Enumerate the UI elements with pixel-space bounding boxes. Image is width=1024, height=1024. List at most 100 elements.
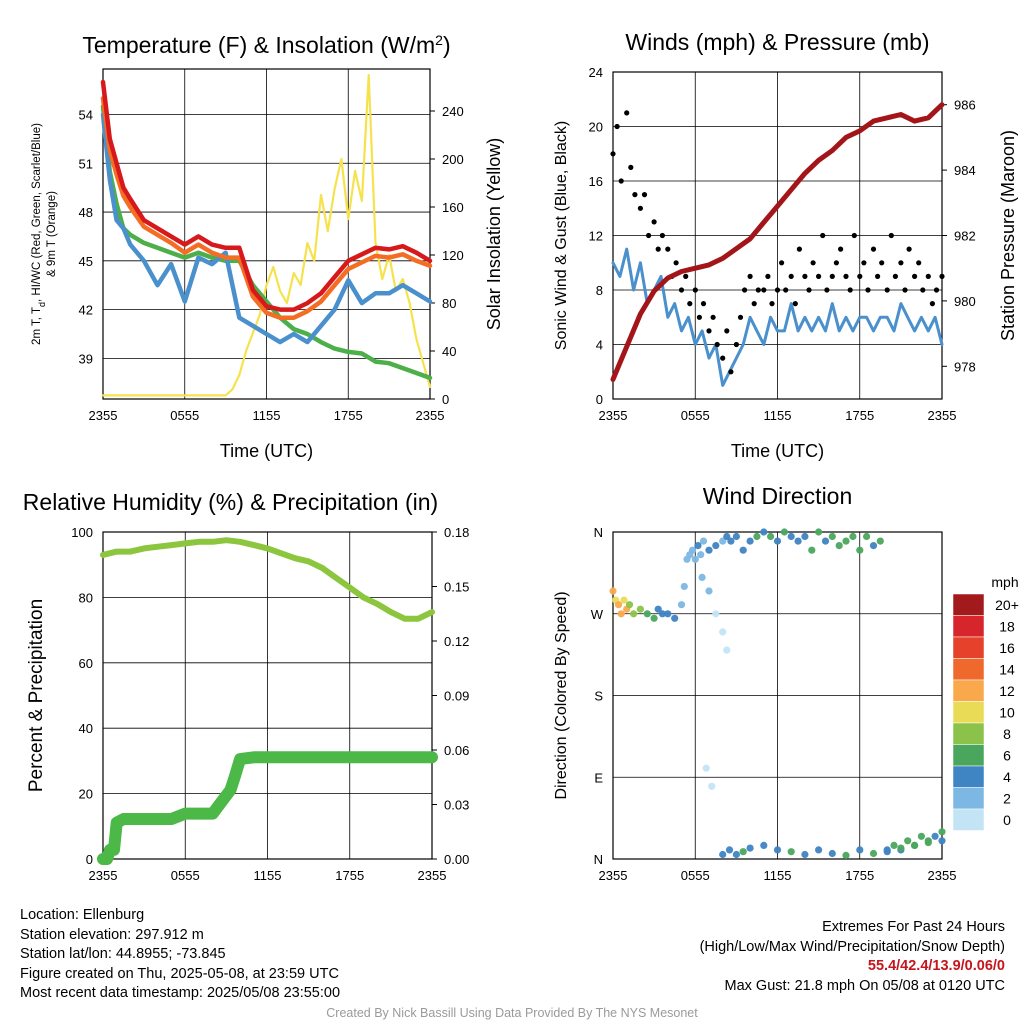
gust-point (755, 287, 761, 293)
gust-point (720, 355, 726, 361)
gust-point (861, 260, 867, 266)
direction-point (719, 537, 727, 545)
gust-point (651, 219, 657, 225)
direction-point (705, 587, 713, 595)
gust-point (678, 287, 685, 293)
direction-point (787, 532, 795, 541)
x-tick-label: 0555 (681, 408, 710, 423)
y-axis-label-line2: & 9m T (Orange) (46, 191, 58, 277)
chart-title: Wind Direction (703, 483, 853, 509)
x-tick-label: 1155 (253, 408, 281, 423)
gust-point (751, 301, 757, 307)
legend-swatch (952, 808, 985, 831)
y-tick-label: 60 (79, 656, 93, 671)
direction-point (698, 573, 706, 582)
y-axis-label: Percent & Precipitation (26, 599, 47, 792)
x-tick-label: 1155 (764, 868, 792, 883)
y-axis-label: 2m T, Td, HI/WC (Red, Green, Scarlet/Blu… (31, 123, 47, 345)
gust-point (665, 246, 671, 252)
legend-label: 14 (999, 661, 1015, 677)
y-tick-label: 0 (86, 852, 93, 867)
station-location: Location: Ellenburg (20, 907, 145, 923)
x-tick-label: 2355 (416, 408, 445, 423)
x-tick-label: 0555 (171, 868, 200, 883)
direction-point (650, 614, 658, 622)
max-gust: Max Gust: 21.8 mph On 05/08 at 0120 UTC (724, 977, 1005, 994)
x-tick-label: 0555 (170, 408, 199, 423)
gust-point (925, 273, 931, 279)
series-line (100, 96, 433, 320)
direction-point (708, 782, 716, 790)
direction-point (723, 532, 731, 541)
y-tick-label: 48 (79, 205, 93, 220)
y-tick-label: 12 (589, 229, 603, 244)
direction-point (617, 610, 625, 618)
gust-point (714, 341, 720, 348)
direction-point (842, 537, 850, 545)
y2-tick-label: 0.12 (444, 634, 469, 649)
gust-point (737, 314, 744, 320)
direction-point (719, 850, 727, 859)
direction-point (614, 601, 623, 609)
y-axis-label: Direction (Colored By Speed) (553, 591, 570, 799)
gust-point (824, 287, 830, 293)
legend-label: 12 (999, 683, 1015, 699)
chart-title: Relative Humidity (%) & Precipitation (i… (23, 489, 438, 515)
direction-point (890, 841, 898, 850)
gust-point (733, 341, 740, 348)
chart-title: Winds (mph) & Pressure (mb) (625, 29, 929, 55)
extremes-subheading: (High/Low/Max Wind/Precipitation/Snow De… (699, 938, 1005, 955)
y-tick-label: N (594, 852, 603, 867)
gust-point (614, 123, 620, 130)
gust-point (618, 178, 624, 184)
direction-point (815, 528, 823, 536)
direction-point (609, 587, 617, 595)
y-tick-label: 51 (79, 156, 93, 171)
gust-point (747, 273, 753, 279)
direction-point (897, 844, 905, 852)
direction-point (794, 537, 802, 545)
y2-axis-label: Station Pressure (Maroon) (998, 130, 1018, 341)
direction-point (876, 537, 884, 545)
x-tick-label: 2355 (599, 408, 628, 423)
direction-point (636, 605, 645, 613)
y-tick-label: 16 (589, 174, 603, 189)
humidity-precipitation-chart: 0 20 40 60 80 100 0.00 0.03 0.06 0.09 0.12 0.15 0.18… (23, 489, 470, 883)
plot-frame (102, 531, 433, 860)
direction-point (917, 832, 926, 840)
gust-point (788, 273, 794, 279)
gust-point (843, 273, 849, 279)
y-tick-label: 42 (79, 303, 93, 318)
y-tick-label: N (594, 525, 603, 540)
series-line (100, 537, 435, 622)
direction-point (883, 848, 891, 856)
extremes-summary: Extremes For Past 24 Hours (High/Low/Max… (700, 918, 1005, 996)
direction-point (671, 614, 679, 622)
legend-label: 10 (999, 704, 1015, 720)
gust-point (742, 287, 748, 293)
direction-point (725, 846, 734, 854)
x-tick-label: 1155 (764, 408, 792, 423)
direction-point (727, 537, 735, 545)
direction-point (821, 537, 830, 545)
gust-point (783, 287, 789, 293)
direction-point (654, 605, 662, 613)
gust-point (939, 273, 945, 279)
gust-point (920, 287, 926, 293)
gust-point (816, 273, 822, 279)
x-tick-label: 2355 (89, 868, 118, 883)
gust-point (692, 287, 698, 293)
direction-point (702, 764, 710, 772)
x-tick-label: 1755 (334, 408, 363, 423)
y-tick-label: 40 (79, 721, 93, 736)
gust-point (912, 273, 918, 279)
direction-point (931, 832, 939, 840)
direction-point (732, 850, 741, 859)
series-line (611, 247, 944, 387)
legend-label: 20+ (995, 597, 1019, 613)
legend-swatch (952, 765, 985, 788)
direction-point (869, 542, 878, 550)
gust-point (906, 246, 912, 252)
direction-point (620, 596, 628, 604)
